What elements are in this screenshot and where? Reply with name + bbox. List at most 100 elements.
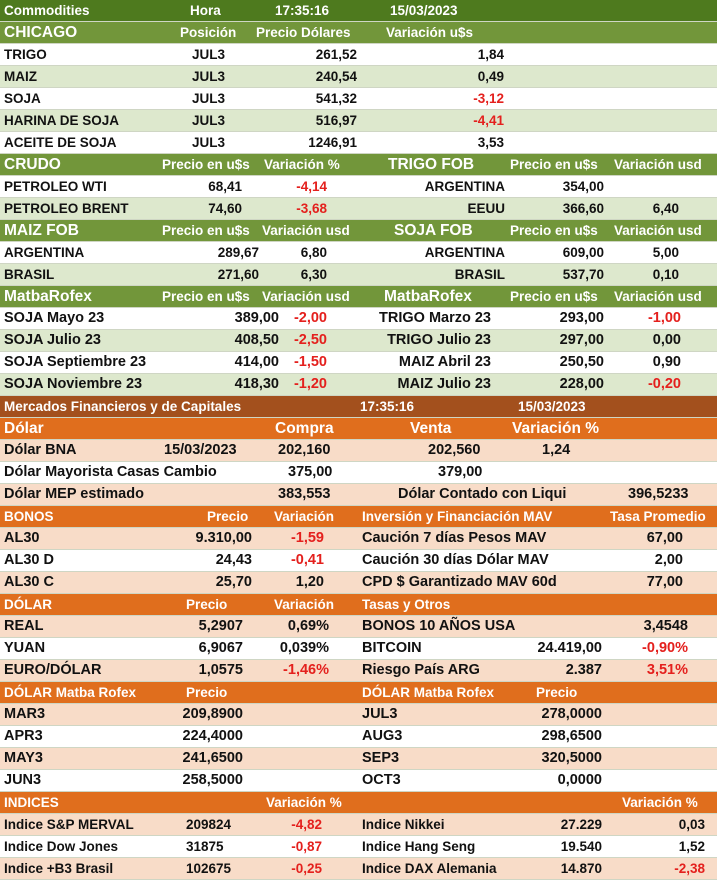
tasa-name: BONOS 10 AÑOS USA — [362, 618, 516, 634]
indices-col-var-left: Variación % — [266, 795, 342, 810]
index-name: Indice DAX Alemania — [362, 861, 497, 876]
matba-left-variation: -1,50 — [293, 354, 327, 370]
matba-left-name: SOJA Julio 23 — [4, 332, 101, 348]
matba-right-col-variacion: Variación usd — [614, 289, 702, 304]
indices-title: INDICES — [4, 795, 59, 810]
dolar-matba-left-price: 258,5000 — [182, 772, 243, 788]
commodity-price: 240,54 — [315, 69, 357, 84]
matba-left-price: 418,30 — [234, 376, 279, 392]
commodity-variation: -3,12 — [473, 91, 504, 106]
dolar-mayorista-name: Dólar Mayorista Casas Cambio — [4, 464, 217, 480]
dolar-bna-date: 15/03/2023 — [164, 442, 237, 458]
matba-right-variation: 0,90 — [652, 354, 681, 370]
dolar-mep-value: 383,553 — [278, 486, 331, 502]
soja-fob-price: 609,00 — [562, 245, 604, 260]
matba-right-name: MAIZ Julio 23 — [397, 376, 491, 392]
matba-left-name: SOJA Mayo 23 — [4, 310, 105, 326]
crudo-col-variacion: Variación % — [264, 157, 340, 172]
matba-row: SOJA Mayo 23 389,00 -2,00 TRIGO Marzo 23 293… — [0, 308, 717, 330]
maiz-fob-title: MAIZ FOB — [4, 222, 79, 239]
bono-variation: -0,41 — [290, 552, 324, 568]
index-value: 102675 — [186, 861, 232, 876]
index-name: Indice S&P MERVAL — [4, 817, 134, 832]
chicago-row: MAIZ JUL3 240,54 0,49 — [0, 66, 717, 88]
index-variation: -4,82 — [291, 817, 322, 832]
dolar-matba-row: JUN3 258,5000 OCT3 0,0000 — [0, 770, 717, 792]
matba-left-title: MatbaRofex — [4, 288, 92, 305]
matba-left-name: SOJA Noviembre 23 — [4, 376, 143, 392]
mav-name: Caución 7 días Pesos MAV — [362, 530, 547, 546]
dolar2-tasas-row: EURO/DÓLAR 1,0575 -1,46% Riesgo País ARG 2.3… — [0, 660, 717, 682]
matba-right-price: 228,00 — [559, 376, 604, 392]
hora-label: Hora — [190, 3, 221, 18]
trigo-fob-title: TRIGO FOB — [388, 156, 475, 173]
bonos-col-variacion: Variación — [274, 509, 335, 524]
bono-variation: -1,59 — [290, 530, 324, 546]
header-date: 15/03/2023 — [390, 3, 458, 18]
dolar-bna-name: Dólar BNA — [4, 442, 77, 458]
dolar-matba-right-price: 320,5000 — [541, 750, 602, 766]
matba-header-row: MatbaRofex Precio en u$s Variación usd M… — [0, 286, 717, 308]
tasa-name: Riesgo País ARG — [362, 662, 480, 678]
matba-row: SOJA Noviembre 23 418,30 -1,20 MAIZ Julio 2… — [0, 374, 717, 396]
crudo-name: PETROLEO WTI — [4, 179, 107, 194]
tasa-variation: 3,4548 — [643, 618, 688, 634]
dolar-matba-right-month: JUL3 — [362, 706, 398, 722]
commodity-variation: 1,84 — [477, 47, 504, 62]
matba-row: SOJA Septiembre 23 414,00 -1,50 MAIZ Abril … — [0, 352, 717, 374]
commodity-price: 516,97 — [315, 113, 357, 128]
commodity-position: JUL3 — [192, 135, 226, 150]
matba-right-variation: 0,00 — [652, 332, 681, 348]
chicago-header-row: CHICAGO Posición Precio Dólares Variació… — [0, 22, 717, 44]
chicago-row: ACEITE DE SOJA JUL3 1246,91 3,53 — [0, 132, 717, 154]
dolar-ccl-value: 396,5233 — [628, 486, 689, 502]
crudo-variation: -3,68 — [296, 201, 327, 216]
trigo-fob-variation: 6,40 — [652, 201, 679, 216]
dolar-matba-row: MAY3 241,6500 SEP3 320,5000 — [0, 748, 717, 770]
mav-name: Caución 30 días Dólar MAV — [362, 552, 549, 568]
moneda-price: 5,2907 — [198, 618, 243, 634]
matba-right-price: 250,50 — [559, 354, 604, 370]
dolar-matba-right-col-precio: Precio — [536, 685, 578, 700]
bonos-col-precio: Precio — [207, 509, 249, 524]
tasa-price: 24.419,00 — [537, 640, 602, 656]
chicago-col-precio: Precio Dólares — [256, 25, 351, 40]
dolar-matba-left-price: 224,4000 — [182, 728, 243, 744]
index-name: Indice +B3 Brasil — [4, 861, 114, 876]
maiz-fob-variation: 6,80 — [300, 245, 327, 260]
dolar-matba-left-col-precio: Precio — [186, 685, 228, 700]
matba-left-col-precio: Precio en u$s — [162, 289, 250, 304]
commodity-variation: 0,49 — [477, 69, 504, 84]
index-value: 14.870 — [560, 861, 602, 876]
dolar-matba-left-month: MAR3 — [4, 706, 46, 722]
maiz-fob-header-row: MAIZ FOB Precio en u$s Variación usd SOJ… — [0, 220, 717, 242]
dolar-matba-left-title: DÓLAR Matba Rofex — [4, 685, 137, 700]
chicago-title: CHICAGO — [4, 24, 78, 41]
matba-left-name: SOJA Septiembre 23 — [4, 354, 147, 370]
commodity-variation: 3,53 — [477, 135, 504, 150]
commodity-name: ACEITE DE SOJA — [4, 135, 117, 150]
index-value: 31875 — [186, 839, 224, 854]
matba-right-variation: -0,20 — [647, 376, 681, 392]
commodity-position: JUL3 — [192, 69, 226, 84]
commodity-position: JUL3 — [192, 47, 226, 62]
dolar-matba-right-month: SEP3 — [362, 750, 400, 766]
maiz-fob-col-variacion: Variación usd — [262, 223, 350, 238]
dolar-matba-row: MAR3 209,8900 JUL3 278,0000 — [0, 704, 717, 726]
dolar-matba-right-price: 0,0000 — [557, 772, 602, 788]
moneda-variation: 0,039% — [279, 640, 329, 656]
dolar-title: Dólar — [4, 420, 44, 437]
crudo-title: CRUDO — [4, 156, 61, 173]
maiz-fob-name: ARGENTINA — [4, 245, 85, 260]
index-variation: -2,38 — [674, 861, 705, 876]
tasas-title: Tasas y Otros — [362, 597, 451, 612]
crudo-price: 74,60 — [208, 201, 242, 216]
tasa-variation: 3,51% — [646, 662, 688, 678]
mav-rate: 77,00 — [646, 574, 683, 590]
chicago-row: TRIGO JUL3 261,52 1,84 — [0, 44, 717, 66]
chicago-col-posicion: Posición — [180, 25, 237, 40]
trigo-fob-col-precio: Precio en u$s — [510, 157, 598, 172]
dolar-matba-right-month: OCT3 — [362, 772, 401, 788]
mav-col-tasa: Tasa Promedio — [610, 509, 706, 524]
